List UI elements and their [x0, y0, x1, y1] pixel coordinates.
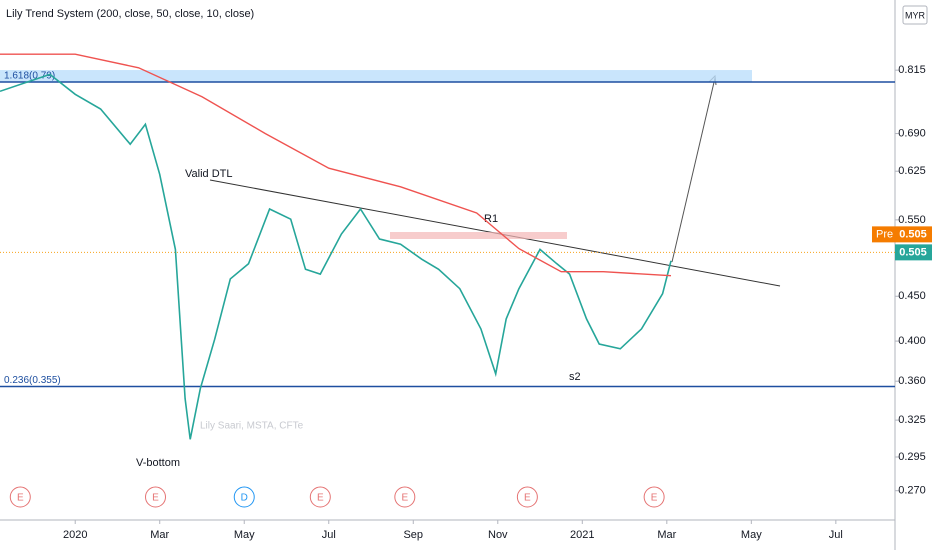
- event-marker: [516, 486, 538, 508]
- event-label: E: [317, 493, 324, 504]
- x-tick-label: 2021: [570, 529, 594, 541]
- x-tick-label: Jul: [829, 529, 843, 541]
- x-tick-label: Sep: [403, 529, 423, 541]
- x-tick-label: Mar: [150, 529, 169, 541]
- event-label: E: [524, 493, 531, 504]
- fib-zone: [0, 70, 752, 83]
- y-tick-label: 0.325: [898, 414, 926, 426]
- event-label: E: [17, 493, 24, 504]
- event-label: E: [152, 493, 159, 504]
- y-tick-label: 0.270: [898, 485, 926, 497]
- y-tick-label: 0.815: [898, 64, 926, 76]
- x-tick-label: May: [234, 529, 255, 541]
- event-label: E: [651, 493, 658, 504]
- x-tick-label: Jul: [322, 529, 336, 541]
- currency-box[interactable]: [902, 5, 928, 25]
- currency: MYR: [905, 10, 926, 20]
- annotation: R1: [484, 213, 498, 225]
- annotation: s2: [569, 371, 581, 383]
- x-tick-label: 2020: [63, 529, 87, 541]
- last-price-label: 0.505: [899, 246, 927, 258]
- x-tick-label: May: [741, 529, 762, 541]
- last-price-box: [895, 244, 932, 261]
- event-marker: [309, 486, 331, 508]
- pre-tag: Pre: [876, 228, 893, 240]
- event-marker: [394, 486, 416, 508]
- y-tick-label: 0.400: [898, 335, 926, 347]
- fib-label: 1.618(0.79): [4, 71, 55, 82]
- annotation: Valid DTL: [185, 168, 232, 180]
- pre-label: 0.505: [899, 228, 927, 240]
- y-tick-label: 0.690: [898, 127, 926, 139]
- event-marker: [233, 486, 255, 508]
- y-tick-label: 0.625: [898, 165, 926, 177]
- annotation: V-bottom: [136, 457, 180, 469]
- projection-arrow: [671, 77, 716, 263]
- watermark: Lily Saari, MSTA, CFTe: [200, 421, 304, 432]
- event-marker: [9, 486, 31, 508]
- y-tick-label: 0.295: [898, 451, 926, 463]
- x-tick-label: Mar: [657, 529, 676, 541]
- y-tick-label: 0.550: [898, 214, 926, 226]
- x-tick-label: Nov: [488, 529, 508, 541]
- y-tick-label: 0.360: [898, 375, 926, 387]
- event-marker: [643, 486, 665, 508]
- event-marker: [145, 486, 167, 508]
- moving-average: [0, 53, 672, 277]
- event-label: E: [401, 493, 408, 504]
- chart-title: Lily Trend System (200, close, 50, close…: [6, 8, 254, 20]
- resistance-zone: [390, 232, 567, 239]
- y-tick-label: 0.450: [898, 290, 926, 302]
- pre-box: [872, 226, 932, 243]
- fib-label: 0.236(0.355): [4, 375, 61, 386]
- event-label: D: [241, 493, 248, 504]
